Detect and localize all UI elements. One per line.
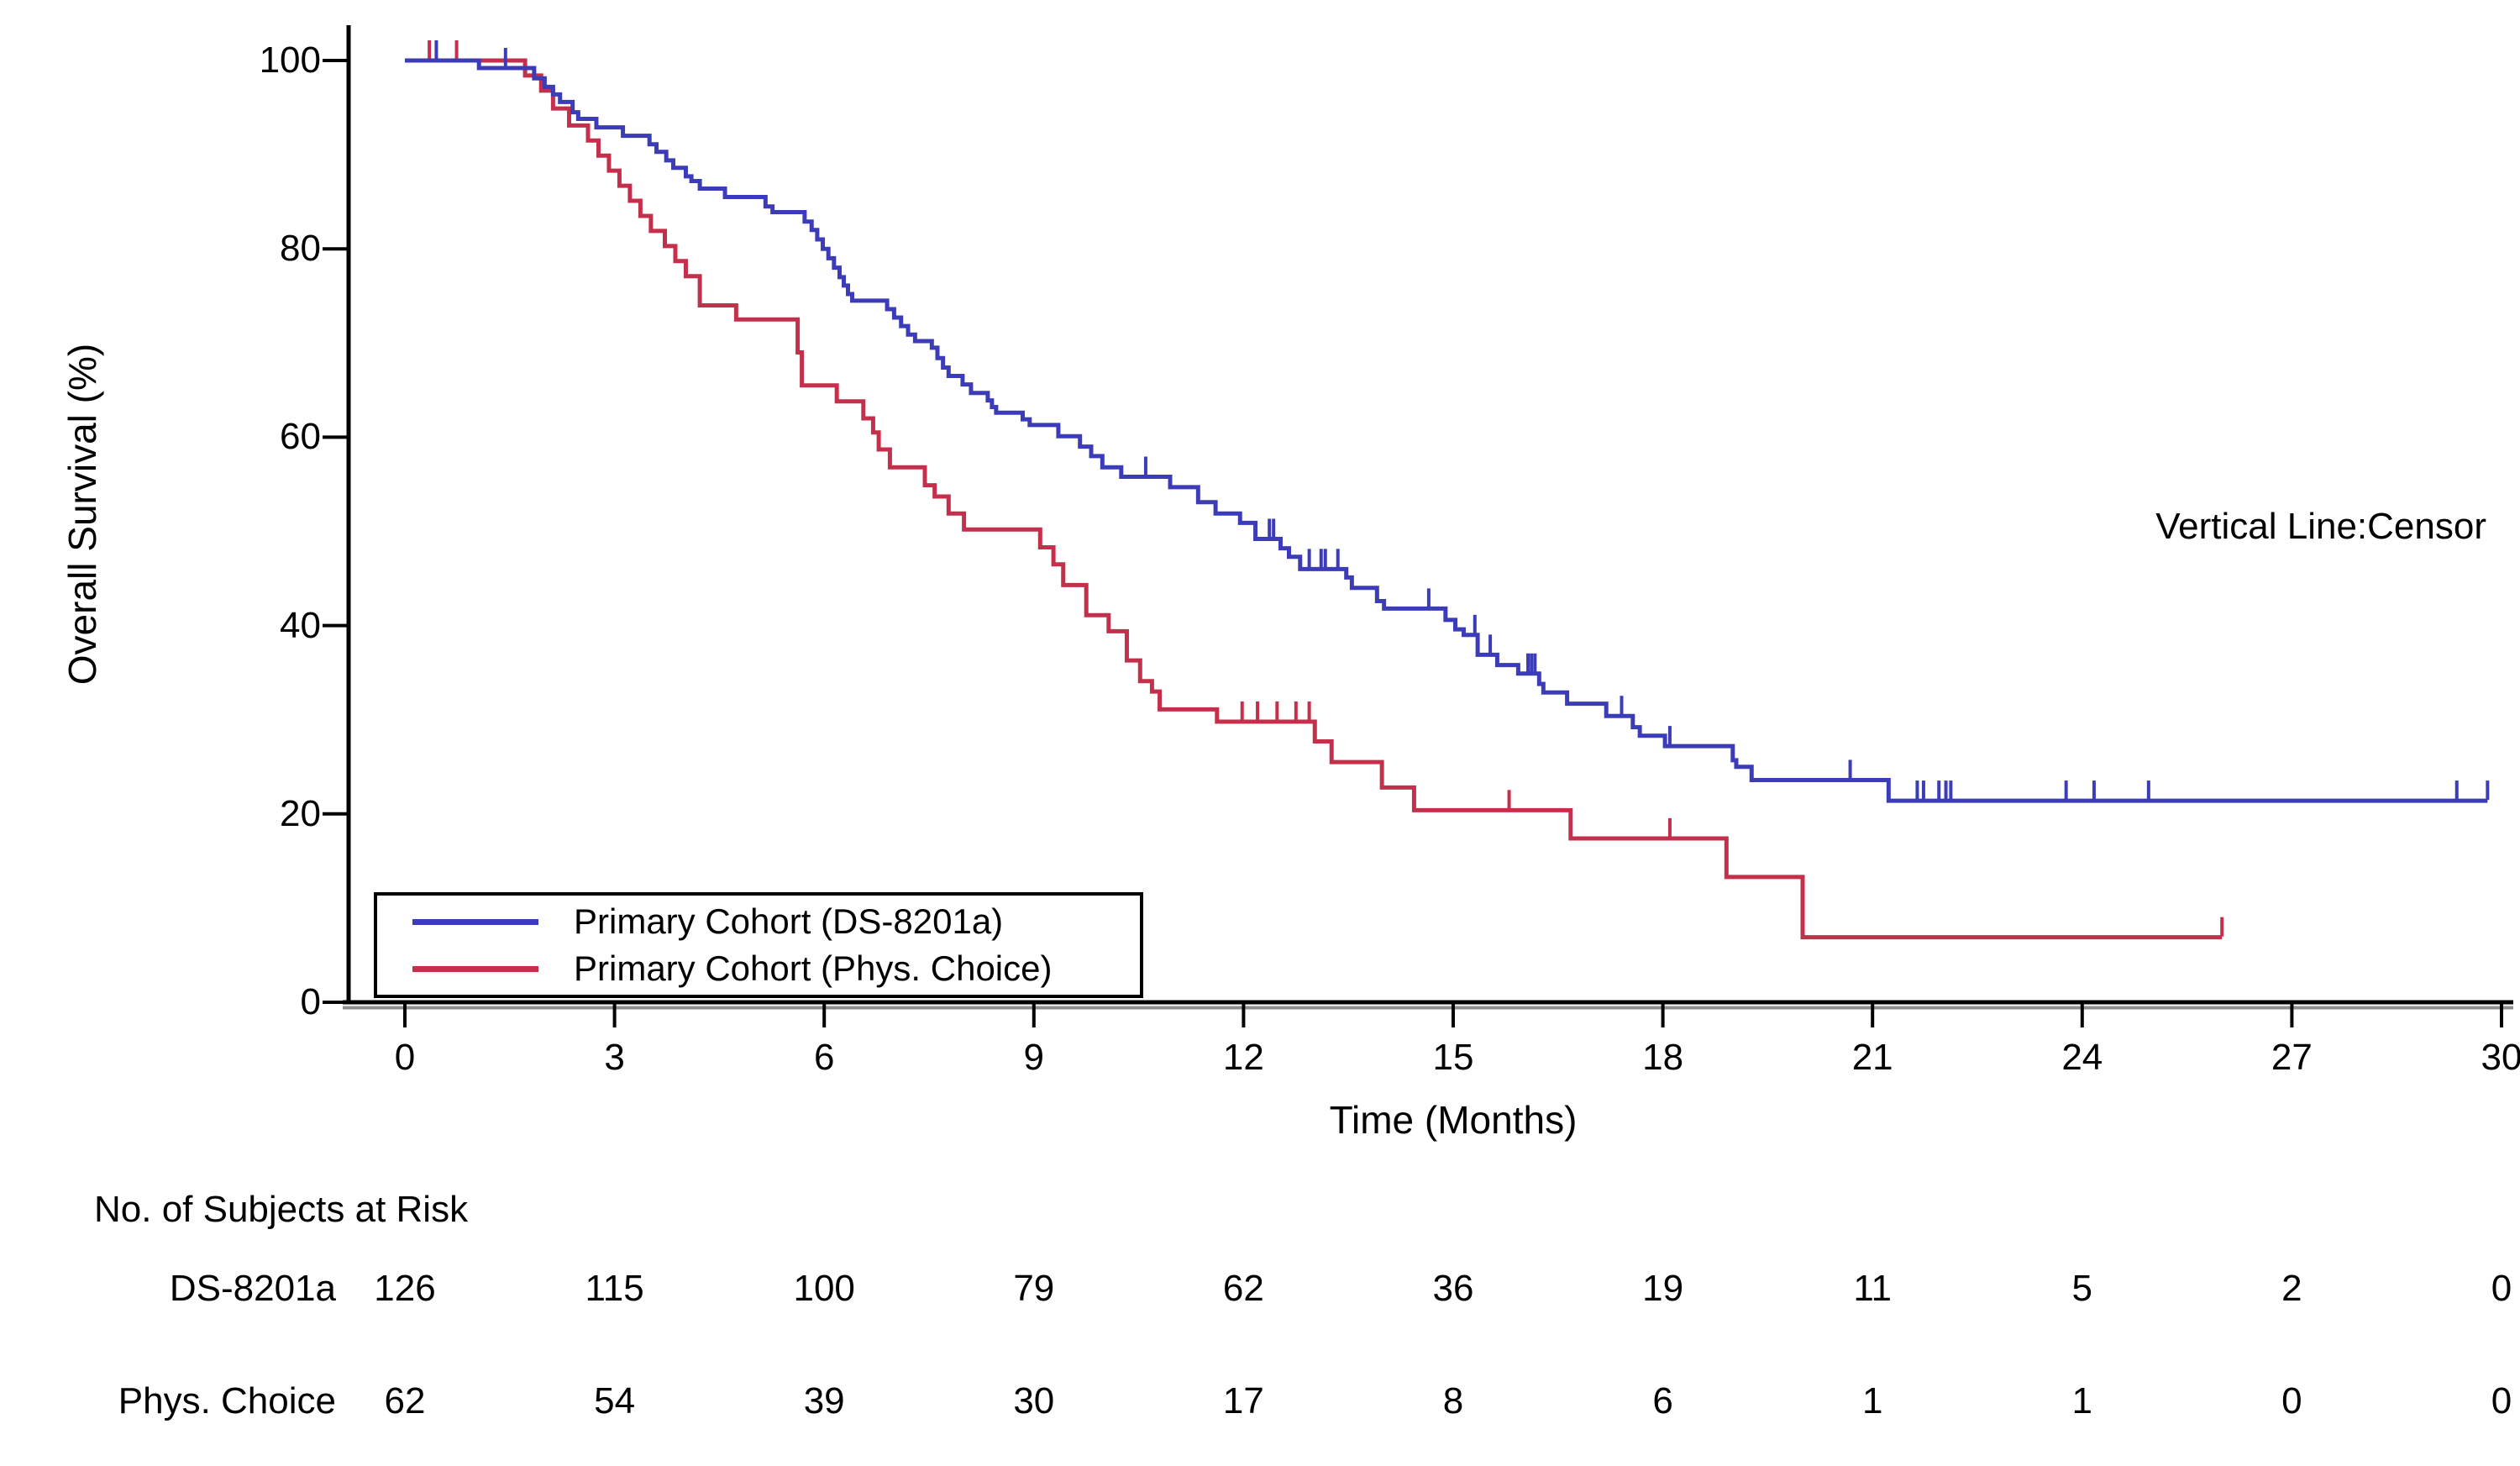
risk-count: 11 <box>1853 1268 1893 1309</box>
risk-count: 126 <box>374 1268 436 1309</box>
risk-count: 17 <box>1222 1380 1264 1421</box>
survival-curves <box>405 40 2490 940</box>
y-tick-label: 20 <box>280 792 321 834</box>
survival-curve <box>405 58 2223 940</box>
risk-count: 19 <box>1642 1268 1684 1309</box>
x-tick-label: 6 <box>813 1037 835 1078</box>
x-tick-label: 21 <box>1851 1037 1893 1078</box>
risk-count: 5 <box>2071 1268 2093 1309</box>
risk-count: 8 <box>1442 1380 1464 1421</box>
risk-count: 100 <box>793 1268 855 1309</box>
legend-line-swatch <box>412 965 538 972</box>
legend-label: Primary Cohort (Phys. Choice) <box>574 948 1053 988</box>
axes <box>323 25 2513 1027</box>
legend-item: Primary Cohort (Phys. Choice) <box>412 951 1140 986</box>
risk-count: 54 <box>594 1380 636 1421</box>
risk-count: 30 <box>1013 1380 1055 1421</box>
risk-row-label: DS-8201a <box>169 1268 336 1309</box>
risk-count: 6 <box>1652 1380 1673 1421</box>
legend-line-swatch <box>412 918 538 925</box>
risk-count: 39 <box>803 1380 845 1421</box>
x-tick-label: 0 <box>394 1037 416 1078</box>
risk-count: 0 <box>2281 1380 2302 1421</box>
risk-table-title: No. of Subjects at Risk <box>94 1189 469 1230</box>
y-tick-label: 80 <box>280 228 321 270</box>
x-tick-label: 18 <box>1642 1037 1684 1078</box>
x-axis-title: Time (Months) <box>1329 1098 1578 1142</box>
y-tick-label: 60 <box>280 416 321 458</box>
risk-count: 1 <box>1861 1380 1883 1421</box>
x-tick-label: 27 <box>2271 1037 2313 1078</box>
risk-count: 62 <box>384 1380 426 1421</box>
risk-count: 1 <box>2071 1380 2093 1421</box>
legend-item: Primary Cohort (DS-8201a) <box>412 904 1140 939</box>
y-tick-label: 100 <box>259 39 321 81</box>
risk-row-label: Phys. Choice <box>118 1380 336 1421</box>
risk-count: 2 <box>2281 1268 2302 1309</box>
risk-count: 0 <box>2491 1380 2512 1421</box>
risk-count: 62 <box>1222 1268 1264 1309</box>
censor-annotation: Vertical Line:Censor <box>2155 506 2486 547</box>
y-tick-label: 40 <box>280 604 321 646</box>
risk-count: 79 <box>1013 1268 1055 1309</box>
x-tick-label: 15 <box>1432 1037 1474 1078</box>
x-tick-label: 24 <box>2061 1037 2103 1078</box>
legend-label: Primary Cohort (DS-8201a) <box>574 901 1004 941</box>
x-tick-label: 9 <box>1023 1037 1045 1078</box>
risk-count: 36 <box>1432 1268 1474 1309</box>
y-tick-label: 0 <box>300 981 321 1022</box>
y-axis-title: Overall Survival (%) <box>60 343 104 686</box>
risk-count: 115 <box>585 1268 644 1309</box>
legend: Primary Cohort (DS-8201a) Primary Cohort … <box>374 892 1143 998</box>
x-tick-label: 12 <box>1222 1037 1264 1078</box>
x-tick-label: 3 <box>604 1037 625 1078</box>
risk-count: 0 <box>2491 1268 2512 1309</box>
survival-curve <box>405 58 2488 803</box>
x-tick-label: 30 <box>2481 1037 2520 1078</box>
